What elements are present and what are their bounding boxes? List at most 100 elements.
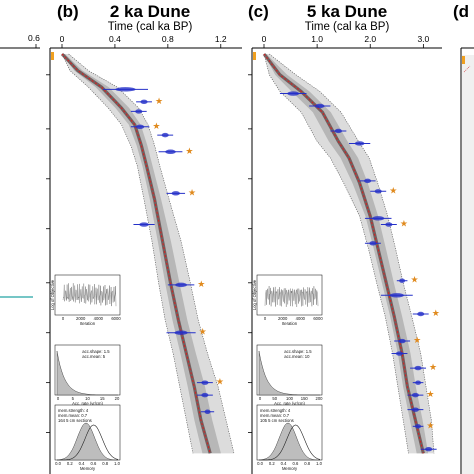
panel-b-trace-xtick: 6000 (111, 316, 121, 321)
panel-c-acc-xtick: 100 (286, 396, 294, 401)
panel-c-title: 5 ka Dune (307, 2, 387, 21)
panel-b-memory-xlabel: Memory (80, 466, 96, 471)
panel-b-date-distribution (201, 380, 209, 385)
panel-c-outlier-star: ★ (429, 363, 437, 373)
panel-b-acc-xtick: 5 (72, 396, 75, 401)
panel-b-memory-xtick: 0.0 (55, 461, 61, 466)
panel-b-memory-xtick: 1.0 (114, 461, 120, 466)
panel-b-age-envelope-inner (62, 54, 221, 454)
panel-b-acc-xtick: 20 (115, 396, 120, 401)
panel-b-memory-xtick: 0.2 (67, 461, 73, 466)
panel-c-trace-xlabel: Iteration (282, 321, 298, 326)
panel-c-outlier-star: ★ (400, 220, 408, 230)
panel-c-trace-xtick: 0 (264, 316, 267, 321)
right-fragment-band (462, 55, 474, 474)
panel-b-outlier-star: ★ (155, 97, 163, 107)
panel-c-memory-xlabel: Memory (282, 466, 298, 471)
panel-c-trace-xtick: 4000 (296, 316, 306, 321)
panel-c-envelope-bound (269, 53, 435, 454)
panel-b-date-distribution (201, 392, 209, 398)
panel-c-date-distribution (399, 278, 406, 283)
panel-c-outlier-star: ★ (410, 276, 418, 286)
panel-b-plot-area: 0 0.4 0.8 1.2 ★ ★ ★ ★ ★ ★ ★ Log of Objective Iterati… (46, 34, 242, 474)
panel-b-top-marker (51, 52, 54, 60)
panel-b-memory-xtick: 0.6 (90, 461, 96, 466)
panel-c-memory-legend: 105 5 cm sections (260, 418, 294, 423)
panel-c-memory-xtick: 1.0 (316, 461, 322, 466)
panel-c-date-distribution (411, 392, 419, 398)
panel-c-date-distribution (425, 447, 433, 452)
panel-b-trace-line (62, 283, 117, 307)
panel-c-date-distribution (395, 351, 404, 356)
panel-c-date-distribution (398, 338, 406, 344)
panel-c-xlabel: Time (cal ka BP) (305, 21, 390, 33)
panel-c-date-distribution (374, 189, 382, 194)
panel-b-xlabel: Time (cal ka BP) (108, 21, 193, 33)
panel-b-median-line (61, 53, 211, 454)
panel-c-x-tick-label: 3.0 (417, 34, 429, 44)
panel-b-memory-xtick: 0.8 (102, 461, 108, 466)
panel-b-acc-legend: acc.shape: 1.5 (82, 349, 110, 354)
panel-b-date-distribution (135, 124, 145, 129)
panel-b-envelope-bound (68, 53, 235, 454)
panel-c-memory-xtick: 0.2 (269, 461, 275, 466)
panel-c-acc-legend: acc.mean: 10 (284, 354, 310, 359)
panel-c-date-distribution (411, 407, 419, 412)
panel-c-date-distribution (354, 141, 365, 146)
panel-b-date-distribution (161, 132, 169, 138)
panel-b-age-envelope (62, 54, 234, 454)
right-fragment-median (463, 65, 471, 73)
panel-b-outlier-star: ★ (197, 280, 205, 290)
panel-b-trace-xtick: 4000 (94, 316, 104, 321)
panel-c-acc-posterior (258, 350, 320, 396)
panel-b-x-tick-label: 0.4 (109, 34, 121, 44)
right-fragment-letter: (d (453, 2, 469, 21)
panel-c-outlier-star: ★ (426, 421, 434, 431)
panel-c-acc-xtick: 200 (316, 396, 324, 401)
panel-b-x-tick-label: 0 (60, 34, 65, 44)
left-panel-fragment: 0.6 (0, 33, 40, 298)
panel-c-trace-ylabel: Log of Objective (252, 279, 257, 310)
panel-c-acc-xlabel: Acc. rate (yr/cm) (274, 401, 305, 406)
panel-c-date-distribution (385, 222, 393, 227)
panel-b-outlier-star: ★ (188, 188, 196, 198)
panel-c-outlier-star: ★ (389, 186, 397, 196)
panel-b-acc-xtick: 0 (57, 396, 60, 401)
panel-b-title: 2 ka Dune (110, 2, 190, 21)
panel-b-acc-legend: acc.mean: 5 (82, 354, 105, 359)
panel-b-memory-prior (57, 424, 119, 461)
right-fragment-top-marker (462, 56, 465, 64)
panel-b-outlier-star: ★ (199, 328, 207, 338)
panel-c-plot-area: 0 1.0 2.0 3.0 ★ ★ ★ ★ ★ ★ ★ ★ Log of Objective Iterat… (248, 34, 442, 474)
panel-c-outlier-star: ★ (426, 390, 434, 400)
panel-c-top-marker (253, 52, 256, 60)
panel-b-memory-legend: 164 5 cm sections (58, 418, 92, 423)
panel-c-age-envelope-inner (264, 54, 429, 454)
panel-b-letter: (b) (57, 2, 79, 21)
panel-c-trace-xtick: 2000 (278, 316, 288, 321)
panel-b-acc-xtick: 10 (85, 396, 90, 401)
panel-c-date-distribution (417, 311, 425, 317)
right-panel-fragment: (d (453, 2, 474, 474)
panel-c-date-distribution (334, 128, 342, 134)
panel-b-trace-xtick: 2000 (76, 316, 86, 321)
panel-c-memory-xtick: 0.4 (281, 461, 287, 466)
panel-b-acc-posterior (56, 350, 118, 396)
panel-c-memory-posterior (258, 422, 321, 461)
panel-b-date-distribution (171, 191, 180, 196)
panel-c: (c) 5 ka Dune Time (cal ka BP) 0 1.0 2.0 3.… (248, 2, 442, 474)
panel-c-letter: (c) (248, 2, 269, 21)
panel-c-date-distribution (415, 380, 422, 385)
panel-c-x-tick-label: 2.0 (364, 34, 376, 44)
panel-c-memory-xtick: 0.0 (257, 461, 263, 466)
panel-c-date-distribution (372, 216, 385, 221)
panel-c-envelope-bound (263, 53, 409, 454)
panel-b-acc-xtick: 15 (100, 396, 105, 401)
panel-b-outlier-star: ★ (185, 147, 193, 157)
panel-b-memory-legend: mem.mean: 0.7 (58, 413, 88, 418)
panel-c-trace-line (264, 285, 319, 308)
panel-c-memory-legend: mem.mean: 0.7 (260, 413, 290, 418)
panel-b-x-tick-label: 1.2 (215, 34, 227, 44)
panel-b-date-distribution (165, 149, 176, 154)
